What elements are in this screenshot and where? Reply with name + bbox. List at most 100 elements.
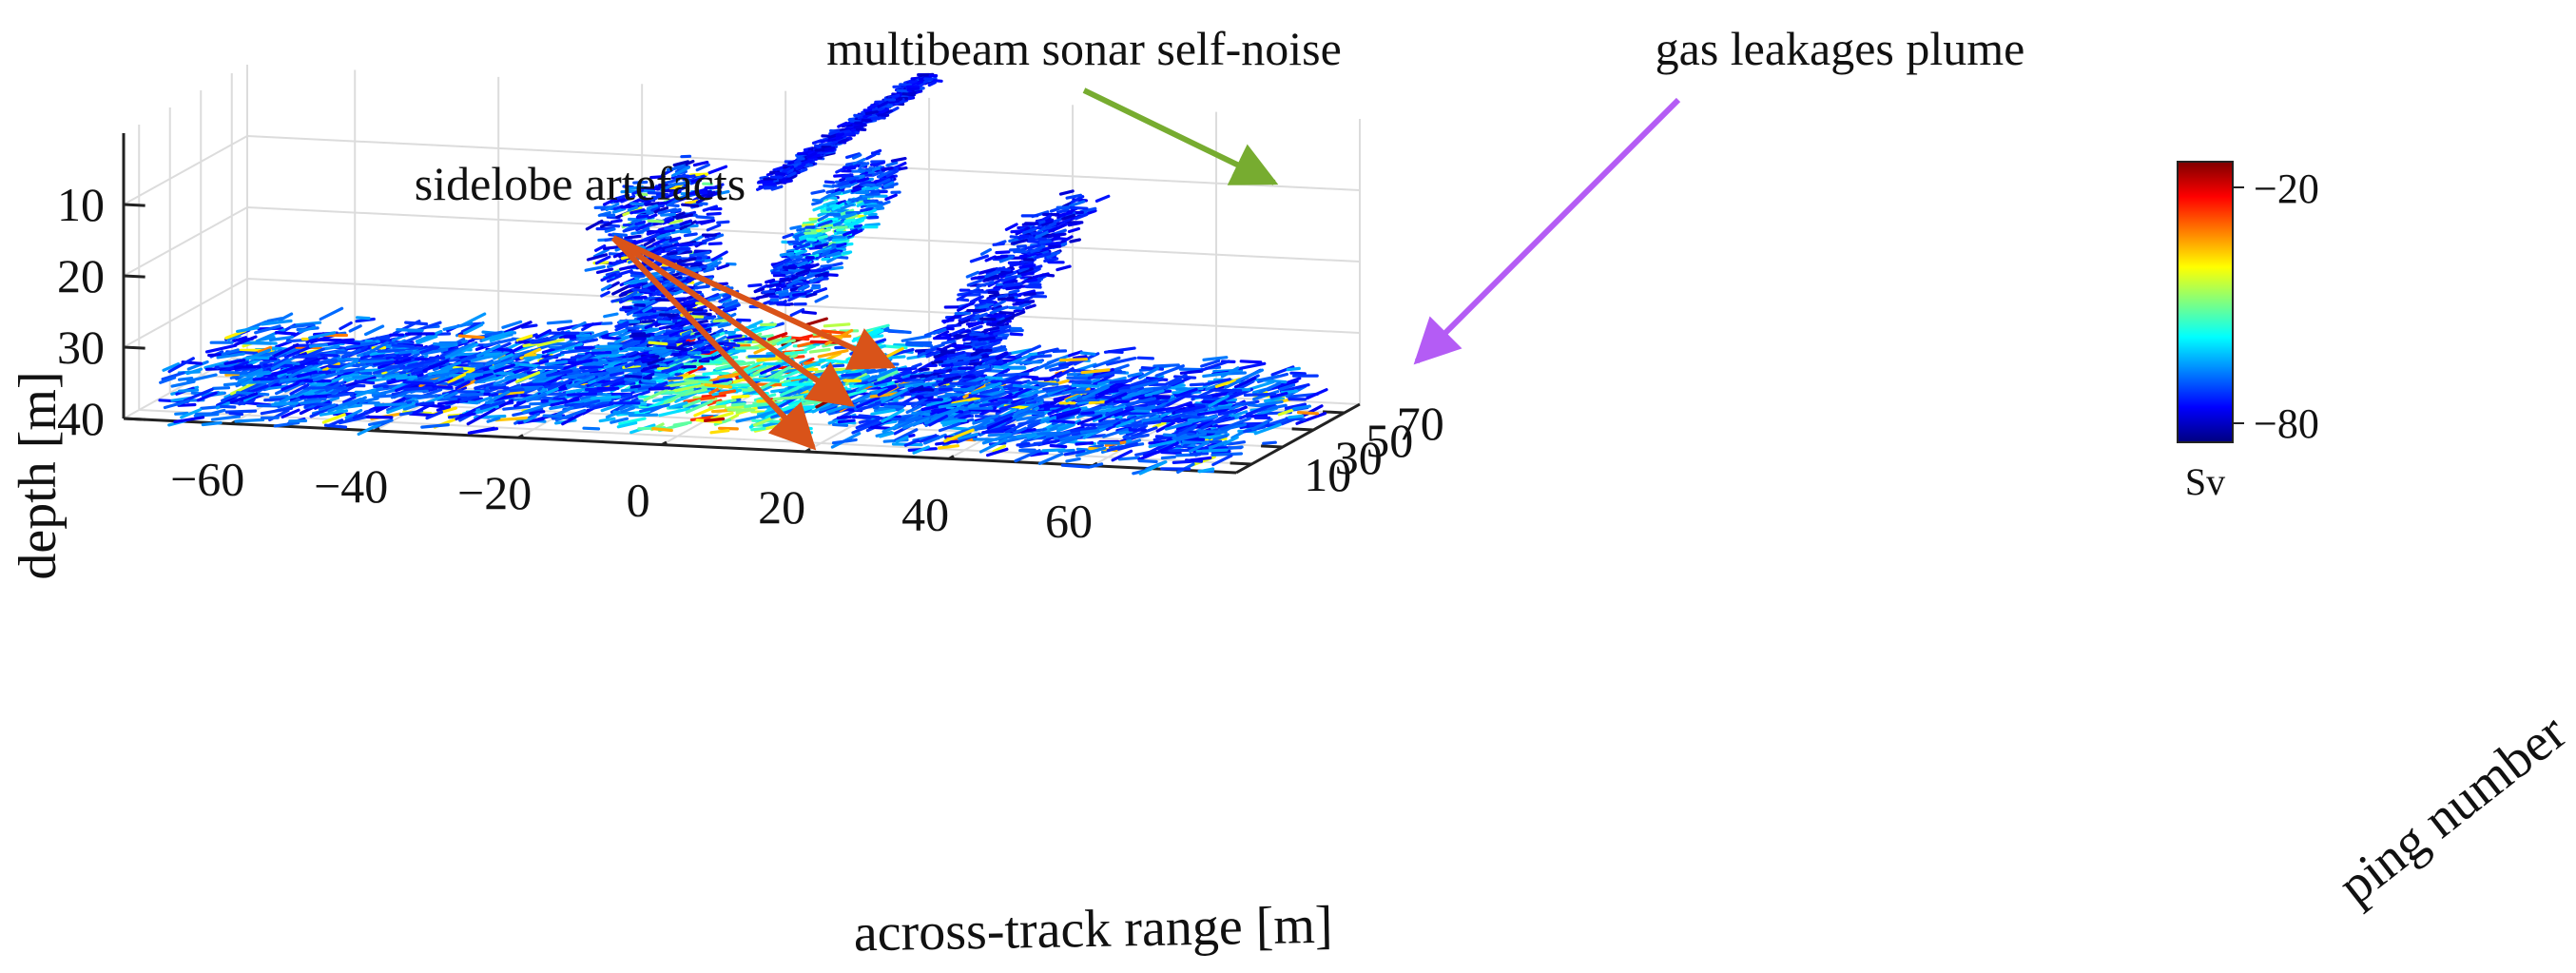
seafloor-point-2390 bbox=[504, 321, 533, 334]
seafloor-point-1584 bbox=[1004, 421, 1028, 434]
seafloor-point-2567 bbox=[1106, 441, 1139, 453]
seafloor-point-2334 bbox=[685, 399, 713, 414]
seafloor-point-2587 bbox=[229, 392, 259, 404]
seafloor-point-2219 bbox=[1049, 408, 1082, 418]
seafloor-point-1995 bbox=[211, 408, 226, 416]
seafloor-point-2151 bbox=[1034, 394, 1049, 400]
ridge-point-3717 bbox=[996, 267, 1012, 272]
selfnoise-point-4645 bbox=[861, 118, 872, 123]
ridge-point-3658 bbox=[970, 275, 985, 281]
seafloor-point-2096 bbox=[312, 402, 333, 407]
selfnoise-point-4636 bbox=[769, 175, 783, 180]
seafloor-point-2016 bbox=[459, 392, 484, 397]
seafloor-point-1961 bbox=[1118, 429, 1133, 436]
seafloor-point-1092 bbox=[1239, 360, 1263, 364]
sidelobe-point-3041 bbox=[644, 321, 659, 330]
ridge-point-3448 bbox=[1010, 239, 1029, 245]
seafloor-point-538 bbox=[713, 418, 732, 426]
seafloor-point-2571 bbox=[440, 360, 461, 371]
plume-point-3765 bbox=[747, 282, 763, 288]
sidelobe-point-3028 bbox=[594, 255, 611, 265]
z-tick-label-0: 10 bbox=[57, 178, 105, 231]
sidelobe-point-3285 bbox=[616, 321, 629, 329]
seafloor-point-2489 bbox=[1016, 441, 1031, 447]
seafloor-point-2342 bbox=[204, 343, 238, 354]
sidelobe-point-2994 bbox=[628, 282, 643, 288]
sidelobe-point-3096 bbox=[620, 189, 637, 194]
annotation-sidelobe: sidelobe artefacts bbox=[415, 157, 746, 210]
seafloor-point-1668 bbox=[978, 387, 1000, 395]
seafloor-point-1692 bbox=[493, 349, 511, 360]
seafloor-point-2338 bbox=[1208, 439, 1229, 450]
sidelobe-point-3125 bbox=[629, 208, 646, 215]
seafloor-point-2054 bbox=[638, 403, 670, 413]
seafloor-point-195 bbox=[502, 404, 532, 411]
plume-point-4235 bbox=[814, 271, 829, 278]
ridge-point-3481 bbox=[1079, 206, 1097, 214]
plume-point-3948 bbox=[784, 274, 794, 279]
ridge-point-3539 bbox=[981, 329, 1001, 337]
ridge-point-3679 bbox=[1047, 232, 1067, 239]
seafloor-point-2011 bbox=[581, 368, 599, 374]
sidelobe-point-3079 bbox=[658, 313, 676, 317]
ridge-point-3483 bbox=[941, 384, 956, 390]
seafloor-point-2424 bbox=[666, 366, 684, 378]
sidelobe-point-2814 bbox=[628, 352, 640, 359]
seafloor-point-1077 bbox=[512, 366, 530, 375]
plume-point-4148 bbox=[831, 237, 848, 243]
seafloor-point-1419 bbox=[289, 322, 315, 329]
sidelobe-point-3223 bbox=[693, 284, 710, 290]
seafloor-point-2448 bbox=[577, 353, 592, 362]
seafloor-point-2021 bbox=[452, 365, 475, 371]
seafloor-point-2340 bbox=[772, 395, 806, 401]
sidelobe-point-3093 bbox=[618, 295, 634, 304]
sidelobe-point-2672 bbox=[592, 247, 610, 259]
sidelobe-point-3089 bbox=[724, 302, 740, 309]
seafloor-point-2415 bbox=[525, 392, 547, 403]
sidelobe-point-3200 bbox=[664, 225, 679, 231]
seafloor-point-2290 bbox=[1235, 400, 1256, 406]
seafloor-point-2356 bbox=[319, 306, 344, 321]
seafloor-point-241 bbox=[1107, 350, 1124, 354]
ridge-point-3430 bbox=[934, 354, 951, 362]
plume-point-4168 bbox=[871, 165, 882, 172]
ridge-point-3487 bbox=[989, 305, 1008, 315]
seafloor-point-2552 bbox=[289, 383, 310, 396]
seafloor-point-2065 bbox=[613, 334, 634, 344]
plume-point-4000 bbox=[852, 184, 862, 190]
seafloor-point-1196 bbox=[748, 320, 764, 328]
sidelobe-point-3097 bbox=[635, 222, 652, 232]
seafloor-point-1834 bbox=[374, 402, 408, 407]
plume-point-4039 bbox=[803, 273, 816, 281]
seafloor-point-1637 bbox=[463, 322, 484, 335]
ridge-point-3601 bbox=[1010, 229, 1026, 234]
sidelobe-point-3187 bbox=[661, 366, 679, 374]
seafloor-point-2385 bbox=[183, 387, 214, 402]
y-axis-line bbox=[1235, 402, 1361, 475]
seafloor-point-1027 bbox=[658, 391, 684, 395]
seafloor-point-2287 bbox=[928, 415, 949, 427]
ridge-point-3731 bbox=[1069, 205, 1089, 210]
plume-point-4016 bbox=[793, 230, 803, 237]
seafloor-point-1971 bbox=[1178, 367, 1205, 372]
seafloor-point-1534 bbox=[1154, 364, 1185, 378]
plume-point-4157 bbox=[789, 224, 803, 230]
sidelobe-point-2823 bbox=[642, 185, 659, 191]
sidelobe-point-3262 bbox=[674, 173, 687, 180]
seafloor-point-2570 bbox=[1201, 448, 1229, 453]
plume-point-4134 bbox=[844, 220, 861, 227]
selfnoise-point-4604 bbox=[899, 83, 913, 87]
seafloor-point-2144 bbox=[221, 393, 239, 402]
seafloor-point-2479 bbox=[594, 344, 623, 349]
plume-point-3801 bbox=[789, 308, 805, 317]
seafloor-point-455 bbox=[373, 394, 394, 399]
selfnoise-point-4623 bbox=[862, 112, 873, 119]
seafloor-point-2126 bbox=[825, 404, 848, 414]
seafloor-point-2095 bbox=[1198, 430, 1228, 434]
seafloor-point-953 bbox=[717, 426, 739, 431]
ridge-point-3447 bbox=[1008, 289, 1020, 295]
selfnoise-point-4669 bbox=[870, 116, 882, 121]
seafloor-point-22 bbox=[162, 362, 181, 372]
seafloor-point-2115 bbox=[323, 423, 348, 429]
seafloor-point-1917 bbox=[1065, 457, 1081, 463]
